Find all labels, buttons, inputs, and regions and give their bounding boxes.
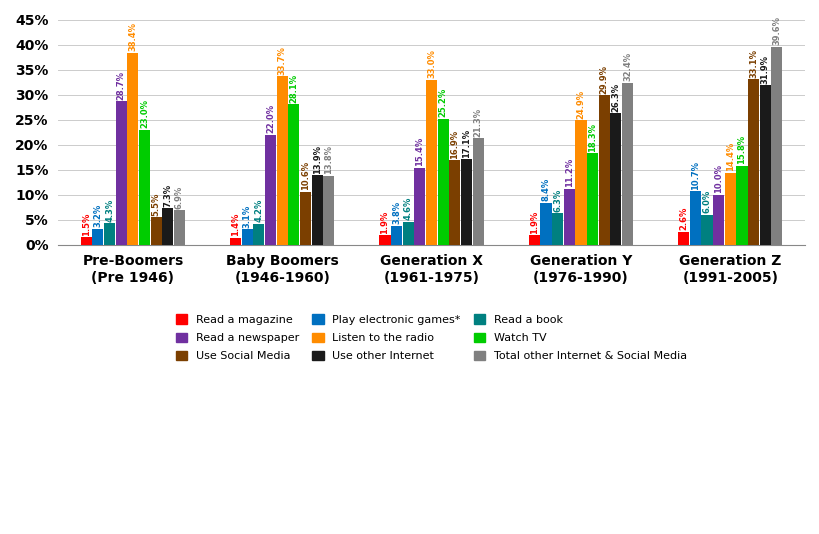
Bar — [391, 226, 401, 245]
Text: 10.7%: 10.7% — [690, 161, 699, 190]
Text: 3.1%: 3.1% — [242, 205, 251, 227]
Bar — [402, 222, 414, 245]
Text: 15.8%: 15.8% — [736, 135, 745, 164]
Text: 1.9%: 1.9% — [380, 210, 389, 234]
Text: 23.0%: 23.0% — [140, 99, 149, 128]
Bar — [414, 168, 425, 245]
Bar — [253, 224, 265, 245]
Bar — [528, 235, 539, 245]
Bar — [437, 119, 448, 245]
Bar — [551, 213, 563, 245]
Text: 3.2%: 3.2% — [93, 204, 102, 227]
Text: 3.8%: 3.8% — [391, 201, 400, 224]
Text: 28.1%: 28.1% — [289, 74, 298, 103]
Bar — [162, 208, 173, 245]
Text: 6.9%: 6.9% — [174, 185, 183, 209]
Text: 4.6%: 4.6% — [403, 197, 412, 220]
Bar — [563, 189, 574, 245]
Bar — [689, 191, 700, 245]
Bar — [472, 138, 483, 245]
Bar — [622, 83, 632, 245]
Bar — [598, 96, 609, 245]
Bar — [288, 104, 299, 245]
Bar — [311, 175, 323, 245]
Bar — [265, 135, 276, 245]
Bar — [93, 229, 103, 245]
Bar — [139, 130, 150, 245]
Bar — [771, 47, 781, 245]
Text: 33.7%: 33.7% — [278, 46, 287, 75]
Text: 31.9%: 31.9% — [760, 55, 769, 84]
Bar — [713, 195, 723, 245]
Text: 26.3%: 26.3% — [611, 83, 620, 112]
Text: 4.3%: 4.3% — [105, 199, 114, 222]
Bar — [242, 229, 252, 245]
Text: 6.3%: 6.3% — [553, 189, 562, 211]
Text: 4.2%: 4.2% — [254, 199, 263, 222]
Text: 33.0%: 33.0% — [427, 50, 436, 78]
Text: 5.5%: 5.5% — [152, 192, 161, 216]
Bar — [724, 172, 735, 245]
Text: 38.4%: 38.4% — [129, 22, 138, 51]
Bar — [609, 113, 621, 245]
Text: 17.1%: 17.1% — [461, 129, 470, 158]
Bar — [540, 203, 551, 245]
Text: 1.5%: 1.5% — [82, 212, 91, 235]
Bar — [460, 159, 472, 245]
Text: 11.2%: 11.2% — [564, 158, 573, 187]
Text: 1.9%: 1.9% — [529, 210, 538, 234]
Text: 33.1%: 33.1% — [749, 49, 758, 78]
Text: 6.0%: 6.0% — [702, 190, 711, 213]
Bar — [759, 85, 770, 245]
Text: 1.4%: 1.4% — [231, 213, 240, 236]
Text: 15.4%: 15.4% — [415, 137, 424, 166]
Legend: Read a magazine, Read a newspaper, Use Social Media, Play electronic games*, Lis: Read a magazine, Read a newspaper, Use S… — [176, 315, 686, 362]
Text: 10.6%: 10.6% — [301, 161, 310, 190]
Text: 22.0%: 22.0% — [266, 104, 274, 134]
Bar — [586, 153, 597, 245]
Bar — [80, 237, 92, 245]
Bar — [575, 120, 586, 245]
Text: 25.2%: 25.2% — [438, 88, 447, 117]
Bar — [747, 80, 758, 245]
Bar — [104, 223, 115, 245]
Text: 14.4%: 14.4% — [725, 142, 734, 171]
Text: 10.0%: 10.0% — [713, 164, 722, 193]
Bar — [700, 215, 712, 245]
Text: 29.9%: 29.9% — [599, 65, 608, 94]
Bar — [300, 192, 310, 245]
Text: 13.9%: 13.9% — [312, 145, 321, 174]
Text: 39.6%: 39.6% — [771, 17, 781, 45]
Text: 21.3%: 21.3% — [473, 108, 482, 137]
Text: 2.6%: 2.6% — [678, 207, 687, 230]
Text: 13.8%: 13.8% — [324, 145, 333, 174]
Bar — [230, 238, 241, 245]
Bar — [677, 232, 689, 245]
Bar — [151, 217, 161, 245]
Text: 18.3%: 18.3% — [587, 123, 596, 152]
Bar — [127, 53, 138, 245]
Text: 8.4%: 8.4% — [541, 178, 550, 201]
Bar — [449, 160, 460, 245]
Bar — [115, 101, 127, 245]
Bar — [174, 210, 185, 245]
Bar — [735, 166, 747, 245]
Bar — [426, 80, 437, 245]
Text: 32.4%: 32.4% — [622, 52, 631, 81]
Bar — [323, 176, 334, 245]
Bar — [276, 76, 287, 245]
Text: 7.3%: 7.3% — [163, 184, 172, 207]
Text: 28.7%: 28.7% — [116, 71, 125, 100]
Text: 24.9%: 24.9% — [576, 90, 585, 119]
Text: 16.9%: 16.9% — [450, 130, 459, 159]
Bar — [379, 235, 390, 245]
